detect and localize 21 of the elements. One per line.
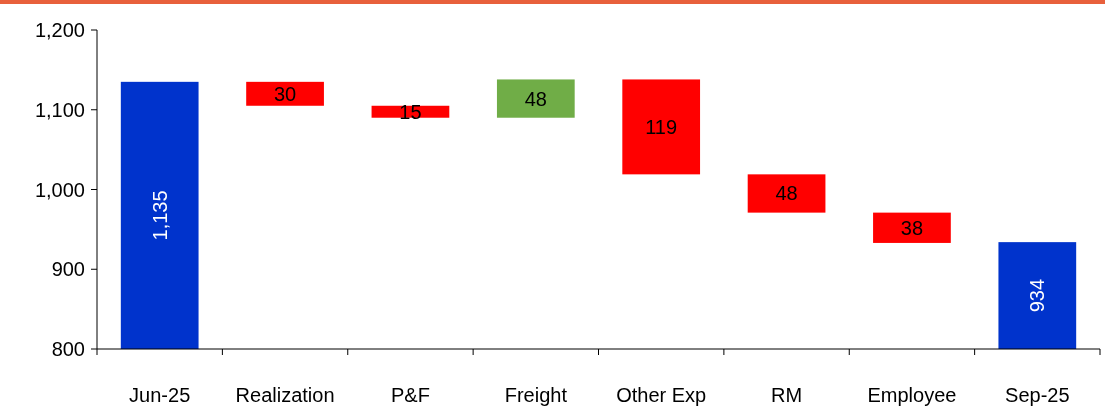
x-tick-label: RM	[771, 384, 803, 406]
x-tick-label: Freight	[504, 384, 568, 406]
data-label: 1,135	[148, 190, 171, 241]
y-tick-label: 1,200	[34, 19, 85, 41]
data-label: 119	[645, 115, 678, 138]
y-tick-label: 900	[51, 258, 85, 281]
data-label: 48	[524, 87, 547, 110]
data-label: 38	[900, 216, 924, 239]
x-tick-label: P&F	[390, 384, 430, 406]
x-tick-label: Sep-25	[1005, 384, 1070, 406]
data-label: 48	[775, 182, 798, 205]
x-tick-label: Other Exp	[616, 384, 707, 406]
y-tick-label: 800	[51, 338, 85, 360]
y-tick-label: 1,100	[34, 98, 85, 121]
data-label: 30	[273, 82, 297, 105]
x-tick-label: Employee	[867, 384, 957, 406]
data-label: 934	[1026, 278, 1049, 313]
data-label: 15	[399, 100, 422, 123]
x-tick-label: Realization	[235, 384, 335, 406]
x-tick-label: Jun-25	[129, 384, 191, 406]
y-tick-label: 1,000	[34, 178, 85, 201]
